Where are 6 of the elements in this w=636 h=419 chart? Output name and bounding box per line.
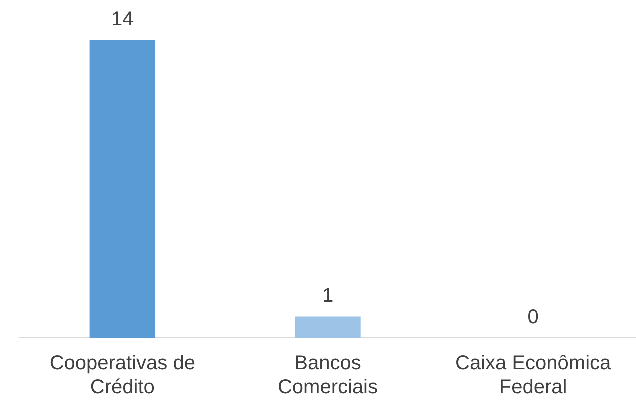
data-label: 0 [528, 306, 539, 329]
data-label: 1 [322, 285, 334, 308]
x-tick-label: Bancos Comerciais [278, 352, 378, 399]
x-tick-label: Caixa Econômica Federal [456, 352, 612, 399]
data-label: 14 [112, 8, 134, 31]
x-tick-label: Cooperativas de Crédito [50, 352, 196, 399]
